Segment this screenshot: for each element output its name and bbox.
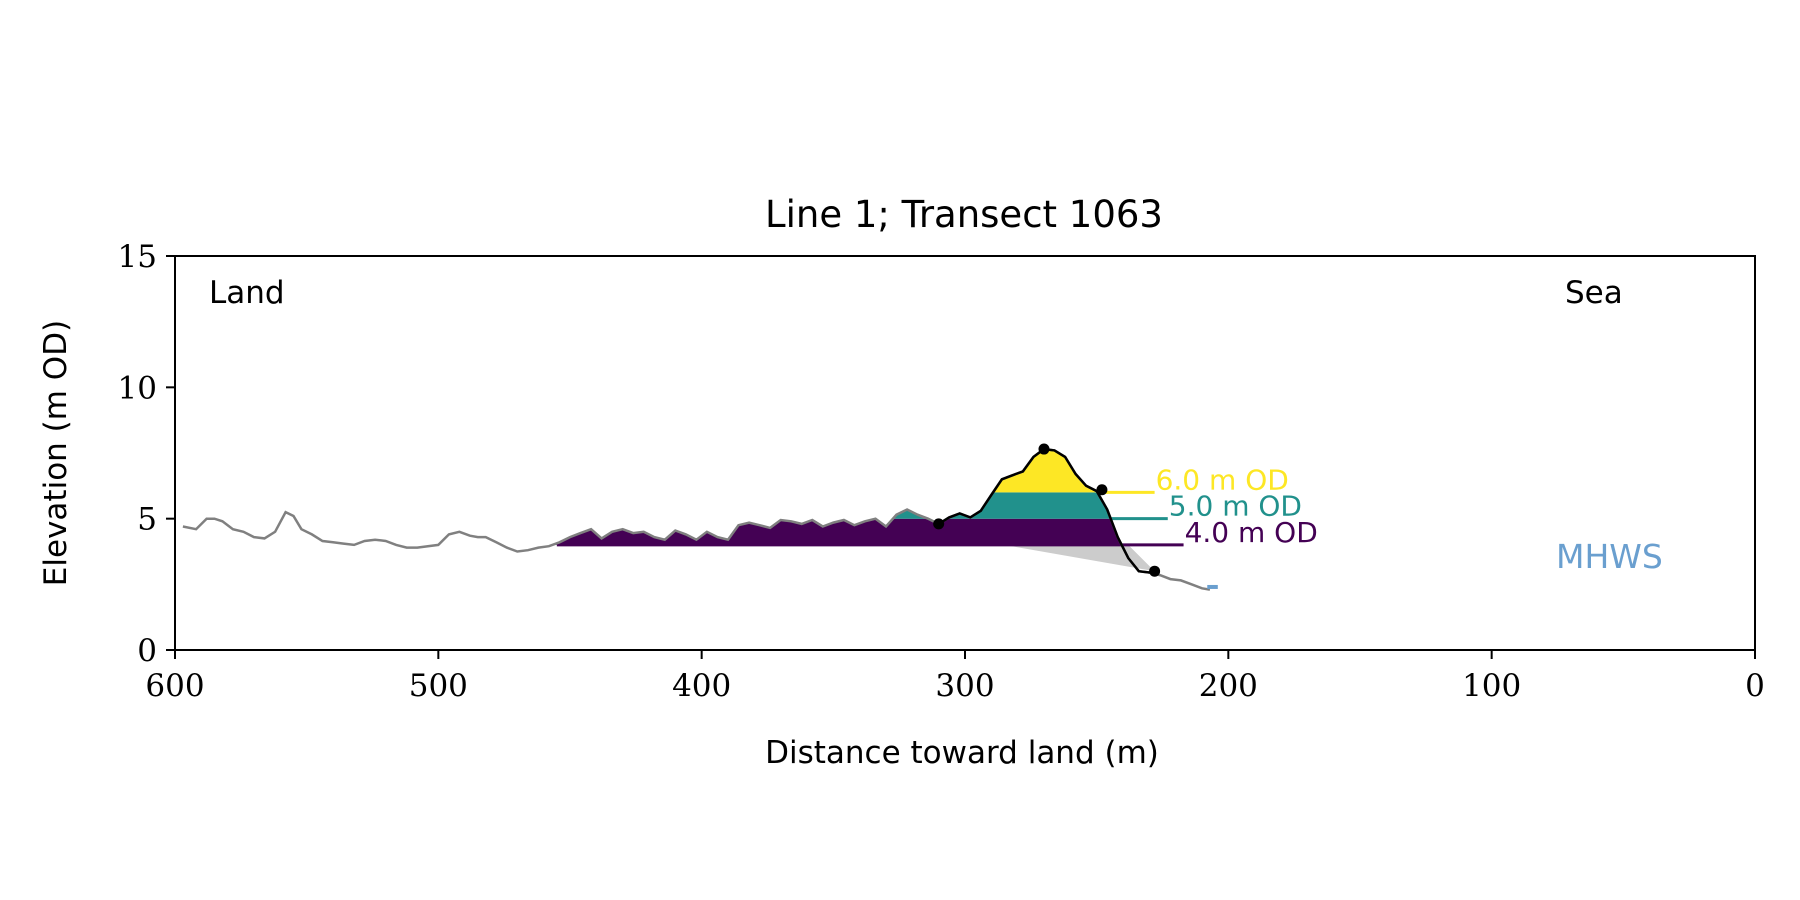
dune-toe-point [933,518,945,530]
level-label-6: 6.0 m OD [1156,463,1289,496]
x-tick-label: 0 [1745,668,1765,704]
x-tick-label: 600 [145,668,204,704]
y-tick-label: 5 [137,502,157,538]
below-dune-fill [1004,544,1155,572]
level-label-5: 5.0 m OD [1169,490,1302,523]
dune-crest-point [1038,443,1050,455]
plot-frame [174,255,1756,651]
x-tick-label: 500 [409,668,468,704]
x-axis: 600 500 400 300 200 100 0 [145,650,1765,704]
plot-area [182,443,1218,591]
dune-heel-point [1096,484,1108,496]
y-tick-label: 15 [118,239,157,275]
level-labels: 4.0 m OD5.0 m OD6.0 m OD [1156,463,1318,549]
y-axis: 0 5 10 15 [118,239,175,669]
x-tick-label: 200 [1199,668,1258,704]
y-tick-label: 10 [118,370,157,406]
sea-label: Sea [1565,275,1623,311]
x-axis-label: Distance toward land (m) [765,735,1159,771]
x-tick-label: 300 [935,668,994,704]
dune-seaward-toe-point [1149,565,1161,577]
mhws-label: MHWS [1556,537,1663,576]
level-band-5 [543,492,1171,519]
chart-title: Line 1; Transect 1063 [765,193,1163,236]
level-band-6 [543,449,1171,493]
y-axis-label: Elevation (m OD) [38,320,74,586]
land-label: Land [209,275,285,311]
level-label-4: 4.0 m OD [1185,516,1318,549]
y-tick-label: 0 [137,633,157,669]
x-tick-label: 100 [1462,668,1521,704]
level-band-4 [543,518,1171,545]
x-tick-label: 400 [672,668,731,704]
